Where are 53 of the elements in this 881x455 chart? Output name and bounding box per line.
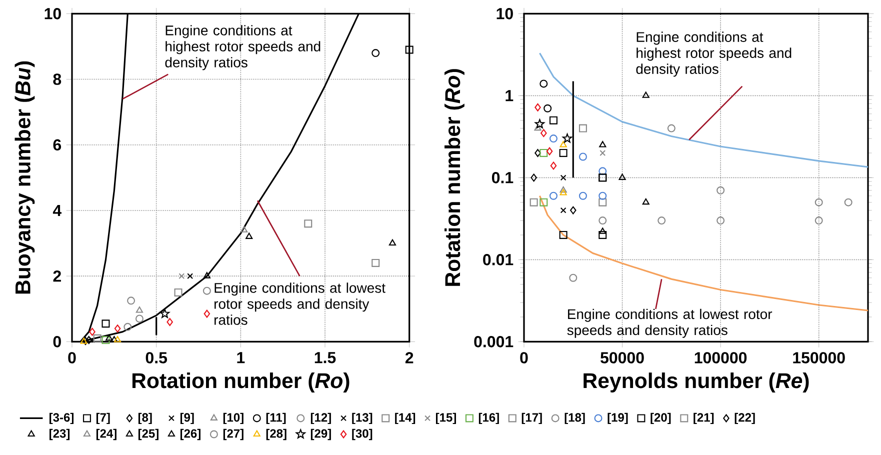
legend-label: [22] xyxy=(734,412,755,424)
legend-label: [19] xyxy=(608,412,628,424)
y-axis-title: Buoyancy number (Bu) xyxy=(14,61,35,294)
legend-label: [13] xyxy=(352,412,372,424)
x-tick-label: 0.5 xyxy=(146,352,168,364)
x-tick-label: 2 xyxy=(405,352,414,364)
annotation: Engine conditions at highest rotor speeds and density ratios xyxy=(636,32,792,77)
y-tick-label: 1 xyxy=(506,90,514,102)
legend-label: [14] xyxy=(395,412,416,424)
annotation: Engine conditions at highest rotor speeds and density ratios xyxy=(165,25,320,70)
x-tick-label: 100000 xyxy=(694,352,747,364)
y-tick-label: 4 xyxy=(52,204,62,216)
legend-label: [30] xyxy=(352,428,372,440)
y-tick-label: 6 xyxy=(53,139,62,151)
y-tick-label: 10 xyxy=(44,8,61,20)
annotation: Engine conditions at lowest rotor speeds and density ratios xyxy=(567,308,772,338)
legend-label: [11] xyxy=(266,412,286,424)
legend-label: [25] xyxy=(138,428,158,440)
legend-label: [3-6] xyxy=(50,412,74,424)
x-axis-title: Reynolds number (Re) xyxy=(584,372,809,392)
legend-label: [28] xyxy=(266,428,286,440)
legend-label: [10] xyxy=(223,412,244,424)
y-tick-label: 0.01 xyxy=(483,254,514,266)
legend-label: [8] xyxy=(138,412,152,424)
y-axis-title: Rotation number (Ro) xyxy=(444,69,464,286)
y-tick-label: 0.001 xyxy=(474,336,514,348)
legend-label: [21] xyxy=(694,412,714,424)
legend-label: [29] xyxy=(310,428,331,440)
legend-label: [7] xyxy=(96,412,110,424)
legend-label: [12] xyxy=(310,412,331,424)
annotation: Engine conditions at lowest rotor speeds and density ratios xyxy=(214,282,386,325)
x-tick-label: 1.5 xyxy=(314,352,336,364)
y-tick-label: 10 xyxy=(496,8,513,20)
legend-label: [27] xyxy=(223,428,244,440)
legend-label: [23] xyxy=(50,428,70,440)
legend-label: [18] xyxy=(564,412,585,424)
legend-label: [24] xyxy=(96,428,116,440)
legend-label: [15] xyxy=(436,412,456,424)
y-tick-label: 2 xyxy=(53,270,61,282)
legend-label: [20] xyxy=(650,412,671,424)
x-axis-title: Rotation number (Ro) xyxy=(132,372,350,392)
legend-label: [16] xyxy=(478,412,499,424)
x-tick-label: 50000 xyxy=(600,352,644,364)
x-tick-label: 0 xyxy=(68,352,76,364)
y-tick-label: 0.1 xyxy=(492,172,514,184)
legend-label: [9] xyxy=(180,412,194,424)
legend-label: [26] xyxy=(180,428,200,440)
x-tick-label: 1 xyxy=(237,352,245,364)
x-tick-label: 0 xyxy=(520,352,528,364)
legend-label: [17] xyxy=(522,412,542,424)
x-tick-label: 150000 xyxy=(793,352,845,364)
y-tick-label: 8 xyxy=(53,74,62,85)
y-tick-label: 0 xyxy=(53,336,61,348)
